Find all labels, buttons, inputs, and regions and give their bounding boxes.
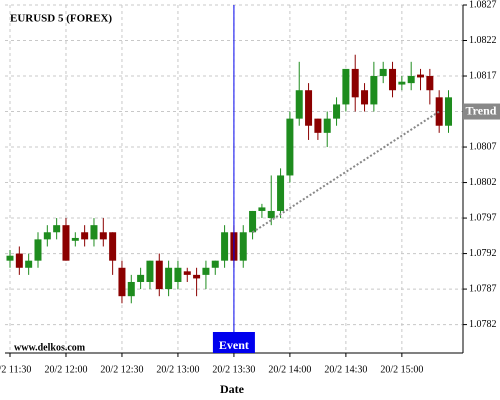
y-tick-label: 1.0822 [469, 35, 497, 46]
candle-body [314, 118, 322, 133]
candle-body [407, 76, 415, 84]
candle-body [127, 281, 135, 297]
x-axis-label: Date [220, 382, 245, 396]
candle-body [323, 118, 331, 133]
event-label: Event [219, 338, 249, 352]
candle-body [249, 210, 257, 233]
candle-body [62, 225, 70, 261]
candle-body [174, 267, 182, 282]
candle-body [389, 68, 397, 91]
y-tick-label: 1.0792 [469, 248, 497, 259]
candle-body [202, 267, 210, 275]
candle-body [277, 175, 285, 211]
y-tick-label: 1.0807 [469, 141, 497, 152]
y-tick-label: 1.0817 [469, 70, 497, 81]
trend-label: Trend [466, 103, 497, 117]
candle-body [53, 225, 61, 233]
candle-body [34, 239, 42, 261]
candle-body [342, 68, 350, 105]
candle-body [146, 260, 154, 282]
candle-body [211, 260, 219, 268]
event-label-box [212, 332, 255, 353]
trend-label-box [463, 103, 500, 120]
candle-body [183, 271, 191, 275]
candle-body [351, 68, 359, 98]
candle-body [445, 97, 453, 126]
x-tick-label: 20/2 11:30 [0, 364, 31, 375]
chart-title: EURUSD 5 (FOREX) [10, 13, 112, 25]
x-tick-label: 20/2 14:00 [268, 364, 311, 375]
x-tick-label: 20/2 13:30 [212, 364, 255, 375]
candle-body [25, 260, 33, 268]
y-tick-label: 1.0787 [469, 283, 497, 294]
candle-body [43, 232, 51, 240]
x-tick-label: 20/2 13:00 [156, 364, 199, 375]
candle-body [99, 232, 107, 240]
candle-body [109, 232, 117, 261]
candle-body [258, 207, 266, 211]
candle-body [118, 267, 126, 297]
candle-body [361, 90, 369, 105]
candle-body [165, 267, 173, 290]
x-tick-label: 20/2 12:00 [44, 364, 87, 375]
candle-body [370, 76, 378, 105]
candle-body [398, 81, 406, 85]
candle-body [81, 232, 89, 240]
candle-body [193, 274, 201, 279]
watermark: www.delkos.com [14, 342, 86, 353]
candle-body [379, 68, 387, 77]
y-tick-label: 1.0827 [469, 0, 497, 10]
candle-body [286, 118, 294, 176]
candle-body [333, 104, 341, 119]
candle-body [137, 274, 145, 282]
y-tick-label: 1.0797 [469, 212, 497, 223]
candle-body [267, 210, 275, 219]
y-tick-label: 1.0782 [469, 319, 497, 330]
trend-line [252, 110, 440, 234]
candle-body [435, 97, 443, 126]
candle-body [221, 232, 229, 261]
y-tick-label: 1.0802 [469, 177, 497, 188]
x-tick-label: 20/2 12:30 [100, 364, 143, 375]
candle-body [295, 90, 303, 119]
candle-body [155, 260, 163, 290]
candle-body [239, 232, 247, 261]
x-tick-label: 20/2 15:00 [380, 364, 423, 375]
candle-body [90, 225, 98, 240]
candle-body [417, 74, 425, 78]
candle-body [426, 76, 434, 91]
x-tick-label: 20/2 14:30 [324, 364, 367, 375]
candle-body [6, 255, 14, 261]
candle-body [305, 90, 313, 126]
candle-body [15, 253, 23, 268]
candle-body [71, 237, 79, 241]
